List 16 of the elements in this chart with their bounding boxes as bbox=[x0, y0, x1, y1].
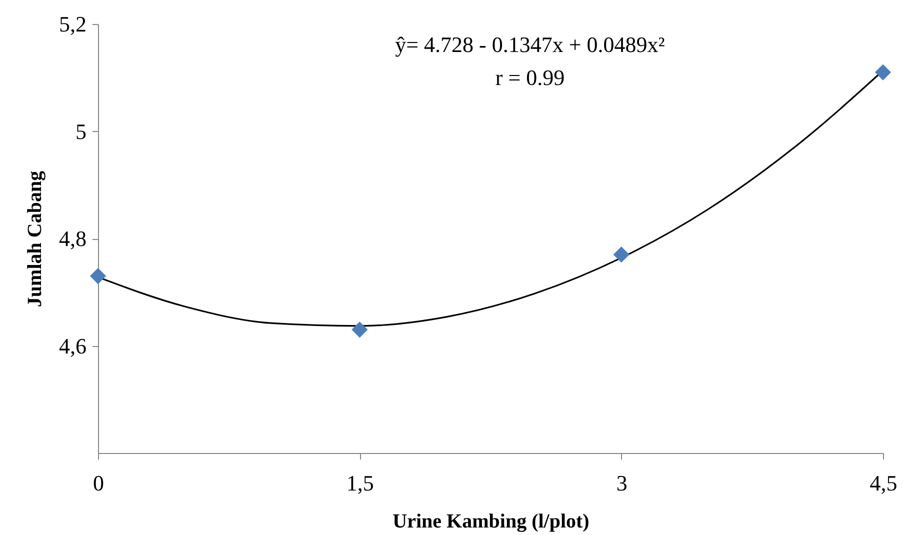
annotation: ŷ= 4.728 - 0.1347x + 0.0489x² bbox=[395, 32, 666, 57]
x-axis-title: Urine Kambing (l/plot) bbox=[392, 510, 590, 532]
y-tick-label: 4,6 bbox=[59, 333, 86, 358]
point bbox=[874, 64, 892, 80]
point bbox=[352, 322, 368, 338]
y-axis-title: Jumlah Cabang bbox=[24, 170, 46, 308]
point bbox=[90, 268, 106, 284]
x-tick-label: 4,5 bbox=[870, 470, 898, 496]
y-tick-label: 5,2 bbox=[59, 12, 86, 36]
x-tick-label: 3 bbox=[616, 470, 628, 496]
x-tick-label: 1,5 bbox=[346, 470, 374, 496]
y-tick-label: 4,8 bbox=[59, 226, 86, 251]
annotation: r = 0.99 bbox=[495, 65, 565, 90]
point bbox=[613, 246, 630, 263]
x-tick-label: 0 bbox=[93, 470, 104, 496]
y-tick-label: 5 bbox=[76, 118, 86, 144]
